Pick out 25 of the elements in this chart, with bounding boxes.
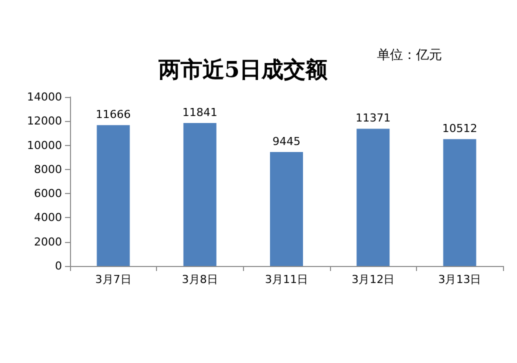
- y-tick-label: 8000: [34, 162, 62, 176]
- y-tick-label: 14000: [27, 90, 62, 104]
- data-label: 10512: [442, 122, 478, 136]
- bar: [443, 139, 476, 266]
- x-tick-label: 3月8日: [182, 273, 218, 286]
- bar: [270, 152, 303, 266]
- x-tick-label: 3月7日: [95, 273, 132, 286]
- bar: [96, 125, 130, 266]
- x-tick-label: 3月11日: [265, 273, 308, 286]
- y-tick-label: 0: [55, 260, 62, 272]
- bar: [183, 123, 216, 266]
- y-tick-label: 12000: [27, 114, 62, 128]
- text: 单位：亿元: [377, 48, 442, 63]
- y-tick-label: 6000: [34, 187, 62, 200]
- data-label: 11841: [182, 106, 218, 120]
- bar: [356, 128, 390, 266]
- chart-title: 两市近5日成交额: [157, 57, 329, 83]
- x-tick-label: 3月12日: [352, 273, 395, 286]
- data-label: 11371: [356, 112, 391, 125]
- y-tick-label: 4000: [34, 211, 62, 224]
- y-tick-label: 2000: [34, 235, 62, 248]
- y-tick-label: 10000: [27, 138, 62, 152]
- x-tick-label: 3月13日: [438, 273, 482, 286]
- data-label: 11666: [96, 108, 131, 122]
- data-label: 9445: [272, 134, 300, 148]
